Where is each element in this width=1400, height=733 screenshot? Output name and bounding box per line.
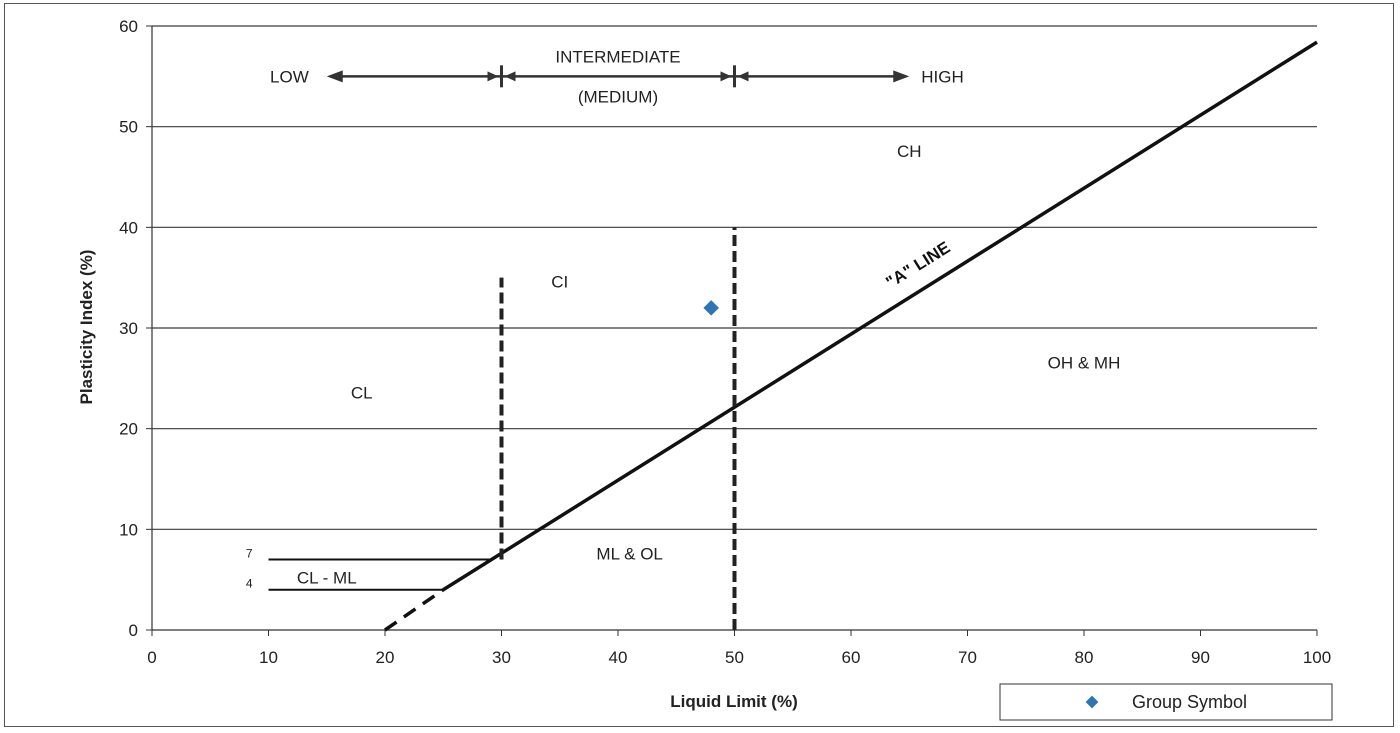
- zone-label: CI: [551, 273, 568, 292]
- x-tick-label: 30: [492, 648, 511, 667]
- x-tick-label: 90: [1191, 648, 1210, 667]
- plasticity-range-indicator: LOW INTERMEDIATE (MEDIUM) HIGH: [270, 47, 964, 106]
- axes: 0 10 20 30 40 50 60 0 10 20 30 40 50 60 70 80 90 100: [119, 17, 1331, 667]
- x-tick-label: 40: [609, 648, 628, 667]
- y-tick-label: 30: [119, 319, 138, 338]
- a-line-dashed-extension: [384, 588, 445, 632]
- zone-label: CL: [351, 383, 373, 402]
- arrow-left-icon: [326, 70, 343, 83]
- arrow-head-icon: [504, 71, 516, 82]
- arrow-head-icon: [487, 71, 499, 82]
- x-tick-label: 80: [1075, 648, 1094, 667]
- zone-label: CL - ML: [297, 569, 357, 588]
- boundary-label-7: 7: [246, 547, 253, 561]
- x-tick-label: 70: [958, 648, 977, 667]
- chart-frame: [4, 3, 1394, 727]
- data-points: [703, 300, 719, 316]
- y-tick-label: 60: [119, 17, 138, 36]
- y-tick-label: 20: [119, 420, 138, 439]
- classification-lines: "A" LINE 7 4: [246, 40, 1318, 632]
- x-axis-title: Liquid Limit (%): [670, 692, 797, 711]
- x-tick-label: 20: [376, 648, 395, 667]
- a-line: [442, 40, 1318, 592]
- boundary-label-4: 4: [246, 577, 253, 591]
- zone-label: ML & OL: [596, 545, 662, 564]
- zone-label: CH: [897, 142, 922, 161]
- x-tick-label: 10: [259, 648, 278, 667]
- legend-label: Group Symbol: [1132, 692, 1247, 712]
- arrow-right-icon: [893, 70, 910, 83]
- arrow-head-icon: [720, 71, 732, 82]
- arrow-head-icon: [737, 71, 749, 82]
- legend: Group Symbol: [999, 683, 1333, 721]
- y-tick-label: 50: [119, 118, 138, 137]
- gridlines: [152, 25, 1317, 530]
- range-intermediate-label: INTERMEDIATE: [555, 47, 680, 66]
- zone-label: OH & MH: [1048, 353, 1121, 372]
- y-tick-label: 40: [119, 218, 138, 237]
- range-high-label: HIGH: [921, 67, 964, 86]
- y-tick-label: 0: [129, 621, 138, 640]
- x-tick-label: 50: [725, 648, 744, 667]
- y-tick-label: 10: [119, 520, 138, 539]
- zone-labels: CH CI CL OH & MH ML & OL CL - ML: [297, 142, 1121, 588]
- x-tick-label: 60: [842, 648, 861, 667]
- a-line-label: "A" LINE: [882, 238, 953, 292]
- x-tick-label: 0: [147, 648, 156, 667]
- range-medium-label: (MEDIUM): [578, 87, 658, 106]
- x-tick-label: 100: [1303, 648, 1331, 667]
- data-point-diamond: [703, 300, 719, 316]
- y-axis-title: Plasticity Index (%): [77, 250, 96, 405]
- legend-box: [999, 683, 1333, 721]
- range-low-label: LOW: [270, 67, 309, 86]
